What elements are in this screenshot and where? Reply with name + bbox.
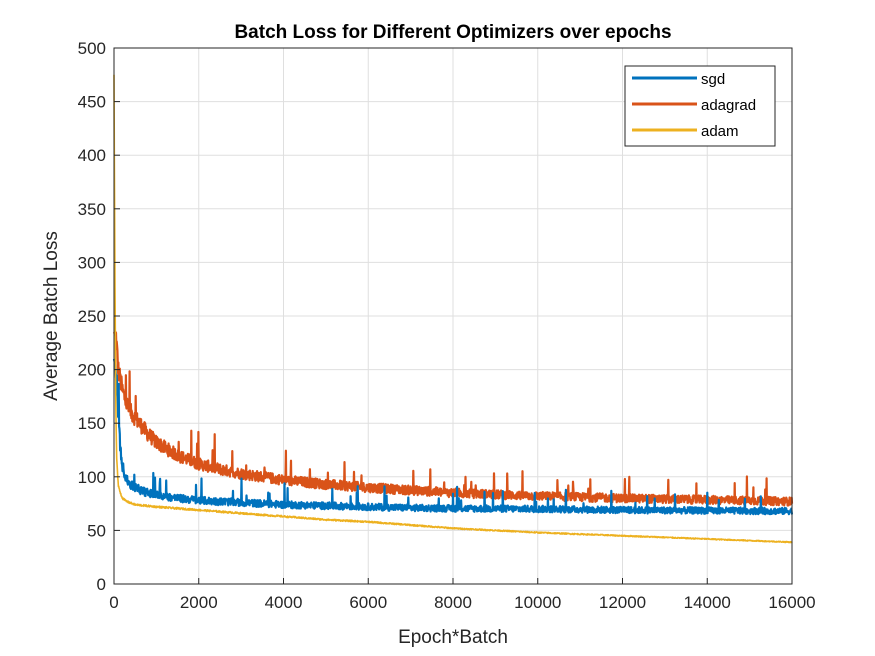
x-tick-label: 6000 [349, 593, 387, 612]
y-tick-label: 100 [78, 468, 106, 487]
x-tick-label: 4000 [265, 593, 303, 612]
legend-label-sgd: sgd [701, 71, 725, 88]
x-tick-label: 10000 [514, 593, 561, 612]
ticks: 0 2000 4000 6000 8000 10000 12000 14000 16000 0 50… [78, 39, 816, 612]
x-tick-label: 8000 [434, 593, 472, 612]
chart-title: Batch Loss for Different Optimizers over… [234, 22, 671, 43]
y-tick-label: 0 [97, 575, 106, 594]
x-tick-label: 12000 [599, 593, 646, 612]
legend-label-adam: adam [701, 123, 739, 140]
y-tick-label: 150 [78, 414, 106, 433]
x-tick-label: 16000 [768, 593, 815, 612]
x-tick-label: 14000 [684, 593, 731, 612]
legend: sgd adagrad adam [624, 65, 776, 147]
y-tick-label: 450 [78, 93, 106, 112]
series-layer [112, 74, 794, 544]
series-line-adam [113, 74, 793, 544]
x-tick-label: 0 [109, 593, 118, 612]
x-axis-label: Epoch*Batch [398, 627, 508, 648]
y-axis-label: Average Batch Loss [41, 231, 62, 401]
y-tick-label: 300 [78, 253, 106, 272]
y-tick-label: 400 [78, 146, 106, 165]
x-tick-label: 2000 [180, 593, 218, 612]
y-tick-label: 200 [78, 361, 106, 380]
series-line-sgd [112, 358, 794, 516]
legend-label-adagrad: adagrad [701, 97, 756, 114]
y-tick-label: 350 [78, 200, 106, 219]
y-tick-label: 50 [87, 521, 106, 540]
y-tick-label: 500 [78, 39, 106, 58]
y-tick-label: 250 [78, 307, 106, 326]
